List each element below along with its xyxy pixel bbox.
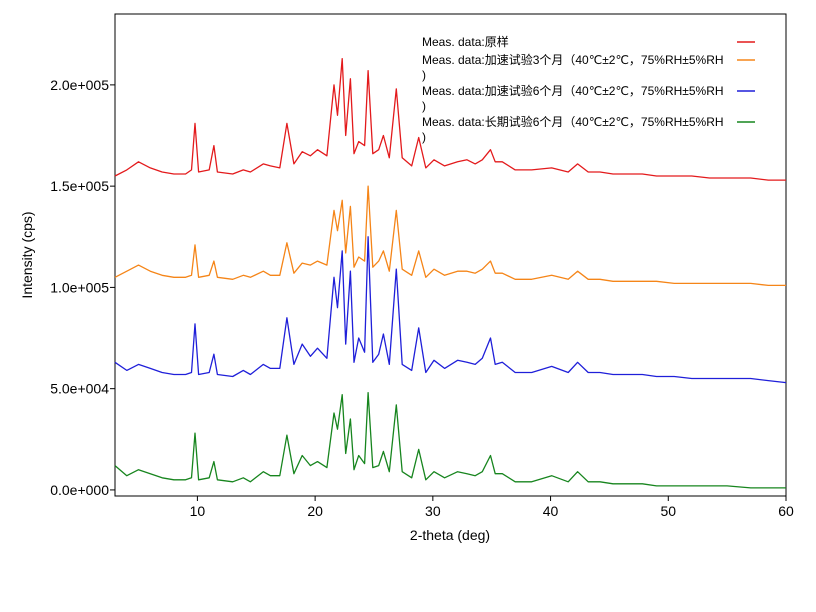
- y-tick-label: 1.0e+005: [50, 279, 109, 295]
- legend-label-2: Meas. data:加速试验3个月（40℃±2℃，75%RH±5%RH: [422, 52, 724, 67]
- x-tick-label: 40: [543, 503, 559, 519]
- legend: Meas. data:原样 Meas. data:加速试验3个月（40℃±2℃，7…: [422, 34, 755, 144]
- x-tick-label: 60: [778, 503, 794, 519]
- legend-label-3: Meas. data:加速试验6个月（40℃±2℃，75%RH±5%RH: [422, 83, 724, 98]
- series-line-1: [114, 57, 786, 181]
- x-axis-ticks: 10 20 30 40 50 60: [190, 496, 794, 519]
- series-line-4: [114, 392, 786, 489]
- y-axis-title: Intensity (cps): [19, 211, 35, 298]
- y-tick-label: 1.5e+005: [50, 178, 109, 194]
- series-line-2: [114, 185, 786, 287]
- x-axis-title: 2-theta (deg): [410, 527, 490, 543]
- x-tick-label: 10: [190, 503, 206, 519]
- y-tick-label: 2.0e+005: [50, 77, 109, 93]
- legend-label-wrap-2: ): [422, 68, 426, 82]
- series-layer: [114, 57, 787, 489]
- plot-area: [114, 13, 787, 497]
- y-tick-label: 5.0e+004: [50, 381, 109, 397]
- series-line-3: [114, 236, 787, 384]
- y-tick-label: 0.0e+000: [50, 482, 109, 498]
- y-axis-ticks: 0.0e+000 5.0e+004 1.0e+005 1.5e+005 2.0e+005: [50, 77, 115, 498]
- x-tick-label: 30: [425, 503, 441, 519]
- legend-label-wrap-4: ): [422, 130, 426, 144]
- legend-label-wrap-3: ): [422, 99, 426, 113]
- x-tick-label: 20: [307, 503, 323, 519]
- x-tick-label: 50: [660, 503, 676, 519]
- legend-label-1: Meas. data:原样: [422, 34, 509, 49]
- legend-label-4: Meas. data:长期试验6个月（40℃±2℃，75%RH±5%RH: [422, 114, 724, 129]
